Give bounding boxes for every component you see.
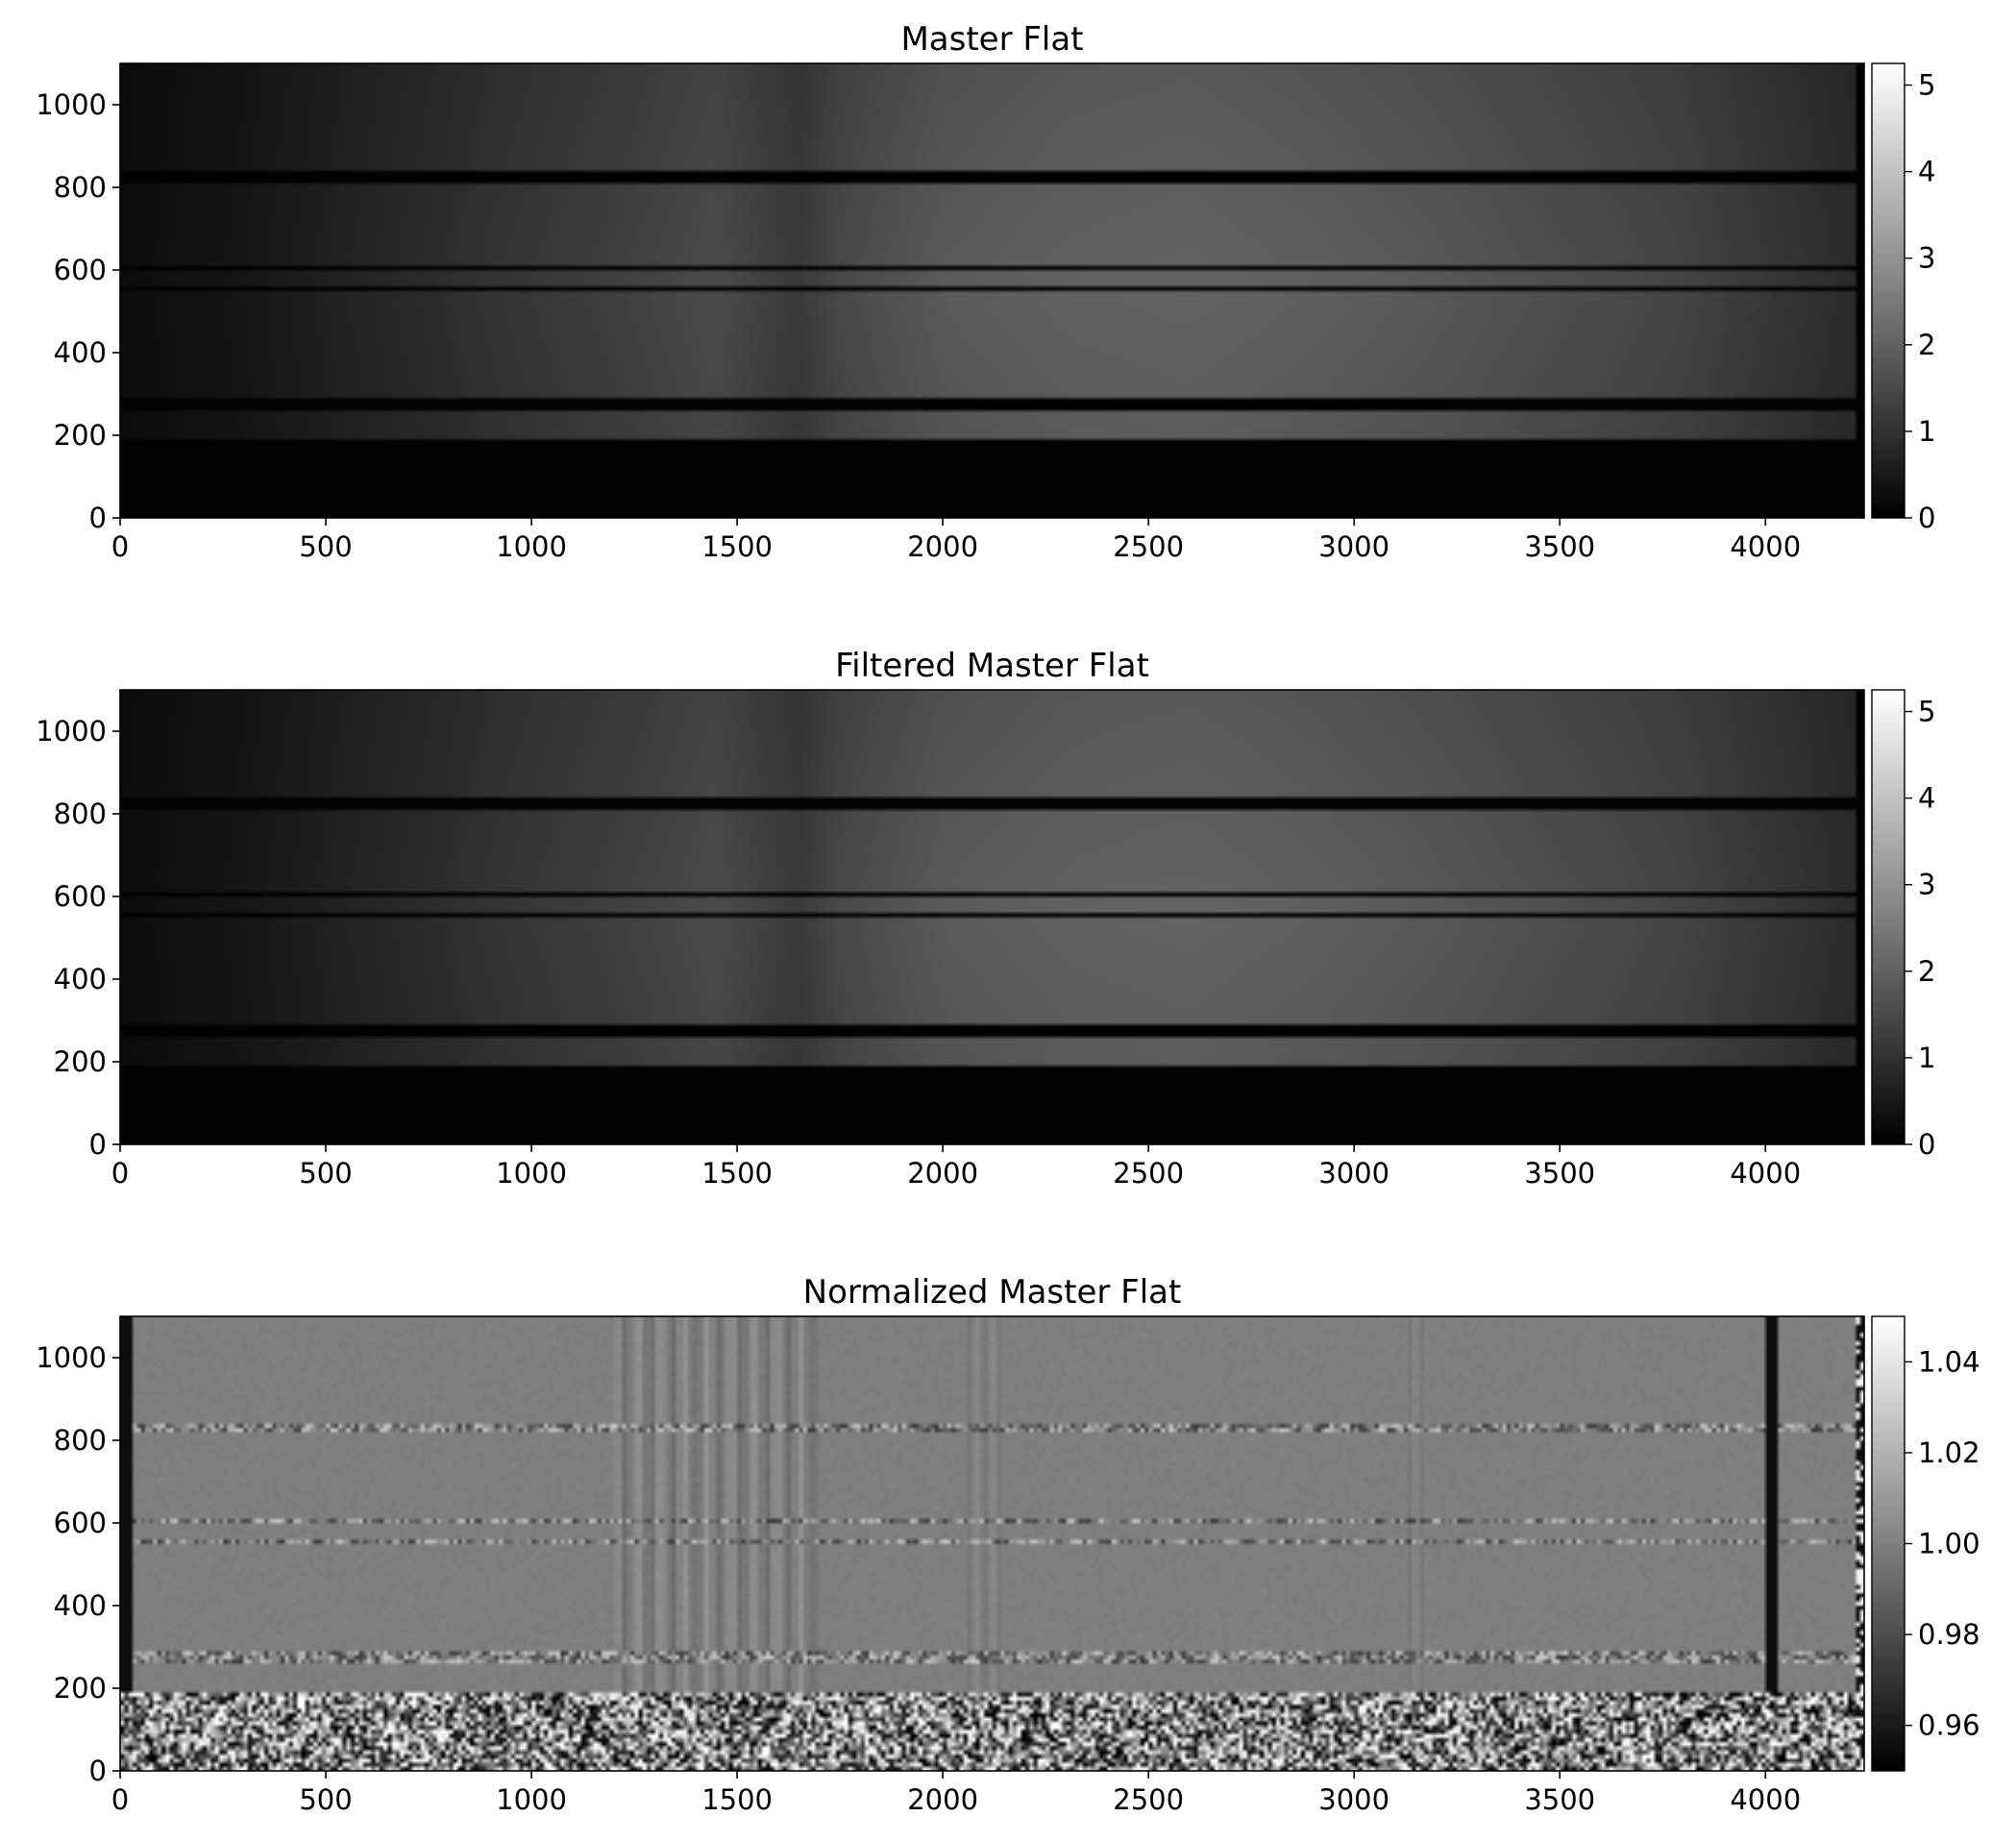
- y-tick-label: 0: [89, 502, 107, 534]
- y-tick-label: 200: [54, 419, 107, 452]
- x-tick-label: 0: [111, 1783, 129, 1816]
- x-tick-label: 2500: [1113, 530, 1184, 563]
- colorbar-tick-label: 4: [1918, 156, 1935, 188]
- chart-title: Normalized Master Flat: [803, 1273, 1182, 1312]
- heatmap-image: [120, 1316, 1864, 1771]
- x-tick-label: 3500: [1524, 530, 1595, 563]
- y-tick-label: 400: [54, 1589, 107, 1622]
- colorbar-tick-label: 2: [1918, 955, 1935, 988]
- x-tick-label: 4000: [1730, 530, 1801, 563]
- colorbar: [1871, 1315, 1905, 1772]
- heatmap-image: [120, 690, 1864, 1144]
- x-tick-label: 3500: [1524, 1783, 1595, 1816]
- x-tick-label: 3000: [1318, 1157, 1389, 1190]
- x-tick-label: 1000: [496, 1157, 567, 1190]
- colorbar-tick-label: 0.96: [1918, 1709, 1980, 1742]
- colorbar-tick-label: 3: [1918, 869, 1935, 901]
- x-tick-label: 2000: [907, 530, 978, 563]
- heatmap-image: [120, 63, 1864, 518]
- y-tick-label: 200: [54, 1672, 107, 1705]
- colorbar-tick-label: 2: [1918, 329, 1935, 361]
- colorbar-tick-label: 1: [1918, 1042, 1935, 1074]
- x-tick-label: 0: [111, 530, 129, 563]
- x-tick-label: 3000: [1318, 530, 1389, 563]
- x-tick-label: 1000: [496, 1783, 567, 1816]
- y-tick-label: 0: [89, 1128, 107, 1161]
- y-tick-label: 800: [54, 798, 107, 830]
- x-tick-label: 500: [299, 1157, 352, 1190]
- y-tick-label: 200: [54, 1045, 107, 1078]
- y-tick-label: 1000: [36, 1341, 107, 1374]
- x-tick-label: 4000: [1730, 1157, 1801, 1190]
- y-tick-label: 1000: [36, 88, 107, 121]
- x-tick-label: 0: [111, 1157, 129, 1190]
- plot-frame: [119, 689, 1865, 1145]
- x-tick-label: 2500: [1113, 1783, 1184, 1816]
- chart-title: Master Flat: [900, 20, 1083, 59]
- y-tick-label: 400: [54, 963, 107, 995]
- y-tick-label: 600: [54, 880, 107, 913]
- x-tick-label: 1500: [701, 530, 773, 563]
- plot-frame: [119, 1315, 1865, 1772]
- plot-frame: [119, 62, 1865, 519]
- colorbar-tick-label: 5: [1918, 696, 1935, 728]
- colorbar-tick-label: 4: [1918, 782, 1935, 815]
- colorbar-tick-label: 5: [1918, 69, 1935, 102]
- x-tick-label: 1000: [496, 530, 567, 563]
- colorbar: [1871, 689, 1905, 1145]
- y-tick-label: 400: [54, 336, 107, 369]
- colorbar-tick-label: 1.00: [1918, 1528, 1980, 1560]
- y-tick-label: 800: [54, 1424, 107, 1457]
- x-tick-label: 3000: [1318, 1783, 1389, 1816]
- colorbar: [1871, 62, 1905, 519]
- x-tick-label: 2500: [1113, 1157, 1184, 1190]
- x-tick-label: 500: [299, 530, 352, 563]
- y-tick-label: 600: [54, 1507, 107, 1539]
- y-tick-label: 800: [54, 171, 107, 204]
- y-tick-label: 1000: [36, 715, 107, 748]
- colorbar-tick-label: 0: [1918, 502, 1935, 534]
- x-tick-label: 3500: [1524, 1157, 1595, 1190]
- colorbar-tick-label: 1.04: [1918, 1345, 1980, 1378]
- x-tick-label: 500: [299, 1783, 352, 1816]
- y-tick-label: 0: [89, 1755, 107, 1787]
- x-tick-label: 2000: [907, 1157, 978, 1190]
- x-tick-label: 2000: [907, 1783, 978, 1816]
- colorbar-tick-label: 1.02: [1918, 1436, 1980, 1469]
- x-tick-label: 1500: [701, 1157, 773, 1190]
- colorbar-tick-label: 3: [1918, 242, 1935, 275]
- colorbar-tick-label: 0.98: [1918, 1618, 1980, 1651]
- colorbar-tick-label: 0: [1918, 1128, 1935, 1161]
- y-tick-label: 600: [54, 254, 107, 286]
- x-tick-label: 1500: [701, 1783, 773, 1816]
- x-tick-label: 4000: [1730, 1783, 1801, 1816]
- chart-title: Filtered Master Flat: [835, 647, 1149, 685]
- colorbar-tick-label: 1: [1918, 415, 1935, 448]
